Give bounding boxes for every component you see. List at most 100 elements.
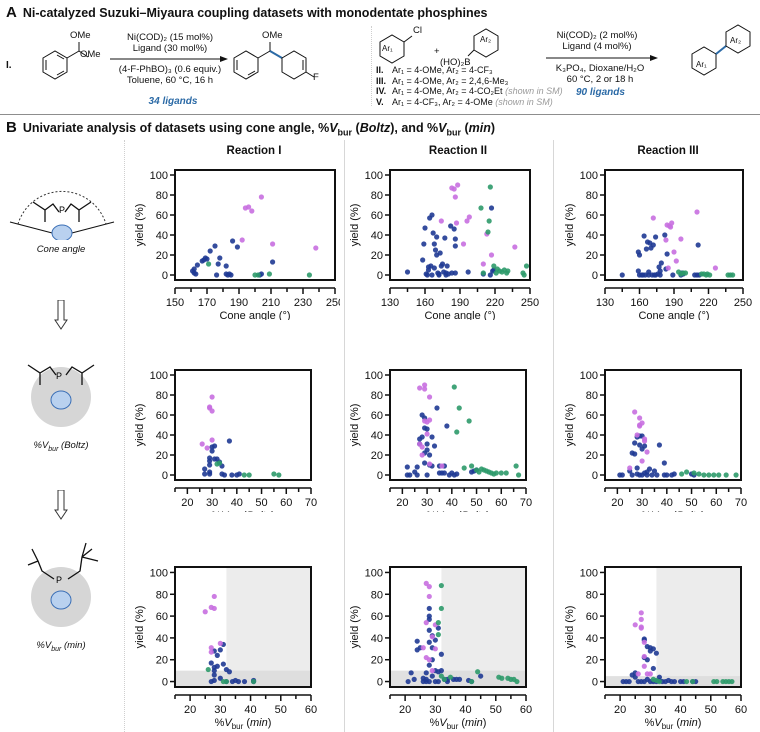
x-tick-label: 190 bbox=[230, 297, 248, 309]
data-point-green bbox=[723, 472, 729, 478]
data-point-purple bbox=[426, 593, 432, 600]
y-tick-label: 40 bbox=[156, 430, 168, 442]
sm-ome-1: OMe bbox=[70, 30, 91, 41]
chart-reaction-2-vbur-min: 0 20 40 60 80 100 20 30 40 50 60 %Vbur (min) yield (… bbox=[350, 566, 532, 731]
y-tick-label: 80 bbox=[371, 390, 383, 402]
x-axis-label: %Vbur (min) bbox=[430, 717, 487, 731]
data-point-blue bbox=[649, 472, 655, 478]
chart-reaction-2-vbur-boltz: 0 20 40 60 80 100 20 30 40 50 60 70 %Vbur (Boltz) yie… bbox=[350, 369, 532, 512]
cone-angle-schematic-icon: P bbox=[9, 191, 115, 240]
data-point-blue bbox=[421, 241, 427, 247]
y-axis-label: yield (%) bbox=[350, 404, 361, 447]
data-point-blue bbox=[452, 236, 458, 242]
data-point-purple bbox=[673, 258, 679, 264]
r1-condition-top-2: Ligand (30 mol%) bbox=[132, 43, 208, 54]
data-point-blue bbox=[202, 466, 208, 472]
y-tick-label: 20 bbox=[156, 250, 168, 262]
x-tick-label: 50 bbox=[255, 497, 267, 509]
x-tick-label: 190 bbox=[665, 297, 683, 309]
data-point-blue bbox=[632, 674, 638, 680]
data-point-blue bbox=[236, 471, 242, 477]
x-tick-label: 250 bbox=[326, 297, 340, 309]
data-point-green bbox=[716, 472, 722, 478]
data-point-blue bbox=[441, 470, 447, 476]
chart-reaction-1-vbur-min: 0 20 40 60 80 100 20 30 40 50 60 %Vbur (min) yield (… bbox=[134, 566, 317, 731]
data-point-green bbox=[206, 261, 212, 267]
y-axis-label: yield (%) bbox=[134, 606, 146, 649]
y-tick-label: 20 bbox=[586, 450, 598, 462]
data-point-blue bbox=[211, 443, 218, 449]
data-point-blue bbox=[429, 673, 435, 679]
x-tick-label: 60 bbox=[520, 704, 532, 716]
data-point-purple bbox=[451, 186, 457, 192]
data-point-blue bbox=[211, 672, 217, 678]
cone-angle-caption: Cone angle bbox=[36, 244, 86, 255]
data-point-green bbox=[707, 272, 713, 278]
data-point-blue bbox=[657, 272, 663, 278]
data-point-purple bbox=[419, 444, 425, 450]
data-point-purple bbox=[663, 237, 669, 243]
x-tick-label: 20 bbox=[396, 497, 408, 509]
vbur-min-caption: %Vbur (min) bbox=[36, 640, 86, 653]
data-point-green bbox=[469, 463, 475, 469]
data-point-blue bbox=[487, 272, 493, 278]
descriptor-schematics: P Cone angle P %Vbur (Boltz) P %Vbur (mi… bbox=[0, 140, 122, 732]
data-point-blue bbox=[619, 272, 625, 278]
data-point-green bbox=[730, 272, 736, 278]
y-tick-label: 60 bbox=[371, 611, 383, 623]
x-tick-label: 70 bbox=[520, 497, 532, 509]
data-point-blue bbox=[644, 657, 650, 663]
data-point-blue bbox=[426, 616, 432, 622]
plot-frame bbox=[389, 169, 531, 281]
data-point-green bbox=[521, 272, 527, 278]
data-point-purple bbox=[641, 653, 647, 660]
y-tick-label: 80 bbox=[371, 589, 383, 601]
data-point-purple bbox=[638, 624, 644, 630]
r2-condition-top-2: Ligand (4 mol%) bbox=[562, 41, 632, 52]
plus-sign: + bbox=[434, 46, 440, 57]
data-point-blue bbox=[408, 670, 414, 676]
data-point-purple bbox=[207, 404, 213, 410]
x-tick-label: 40 bbox=[459, 704, 471, 716]
data-point-purple bbox=[665, 265, 671, 271]
data-point-blue bbox=[651, 468, 658, 474]
x-tick-label: 50 bbox=[490, 704, 502, 716]
x-tick-label: 210 bbox=[262, 297, 280, 309]
data-point-blue bbox=[430, 230, 436, 236]
y-tick-label: 40 bbox=[586, 230, 598, 242]
data-point-purple bbox=[641, 663, 647, 669]
chart-reaction-1-cone-angle: 0 20 40 60 80 100 150 170 190 210 230 250 Cone angle… bbox=[134, 169, 340, 320]
svg-text:P: P bbox=[56, 575, 62, 585]
data-point-purple bbox=[420, 645, 426, 651]
data-point-blue bbox=[207, 471, 213, 477]
data-point-blue bbox=[662, 232, 668, 238]
data-point-blue bbox=[424, 272, 430, 278]
section-a-letter: A bbox=[6, 4, 17, 21]
data-point-purple bbox=[632, 622, 638, 628]
data-point-purple bbox=[258, 194, 264, 200]
data-point-blue bbox=[650, 665, 656, 672]
x-tick-label: 20 bbox=[399, 704, 411, 716]
y-tick-label: 0 bbox=[377, 270, 383, 282]
section-b-letter: B bbox=[6, 119, 17, 136]
y-tick-label: 80 bbox=[586, 589, 598, 601]
y-tick-label: 100 bbox=[365, 170, 383, 182]
data-point-blue bbox=[435, 625, 441, 631]
data-point-blue bbox=[670, 272, 676, 278]
plot-frame bbox=[389, 369, 527, 481]
data-point-green bbox=[690, 678, 696, 685]
plot-frame bbox=[174, 566, 312, 688]
data-point-blue bbox=[629, 472, 635, 478]
data-point-blue bbox=[270, 259, 276, 265]
x-axis-label: %Vbur (Boltz) bbox=[211, 510, 275, 512]
data-point-purple bbox=[426, 394, 433, 400]
vbur-min-schematic-icon: P bbox=[27, 542, 99, 627]
data-point-blue bbox=[656, 264, 662, 270]
plot-frame bbox=[174, 369, 312, 481]
data-point-blue bbox=[429, 212, 435, 218]
data-point-green bbox=[711, 472, 717, 478]
data-point-purple bbox=[217, 640, 223, 646]
data-point-blue bbox=[435, 678, 441, 685]
data-point-green bbox=[276, 472, 282, 478]
sm-ome-2: OMe bbox=[80, 49, 101, 60]
